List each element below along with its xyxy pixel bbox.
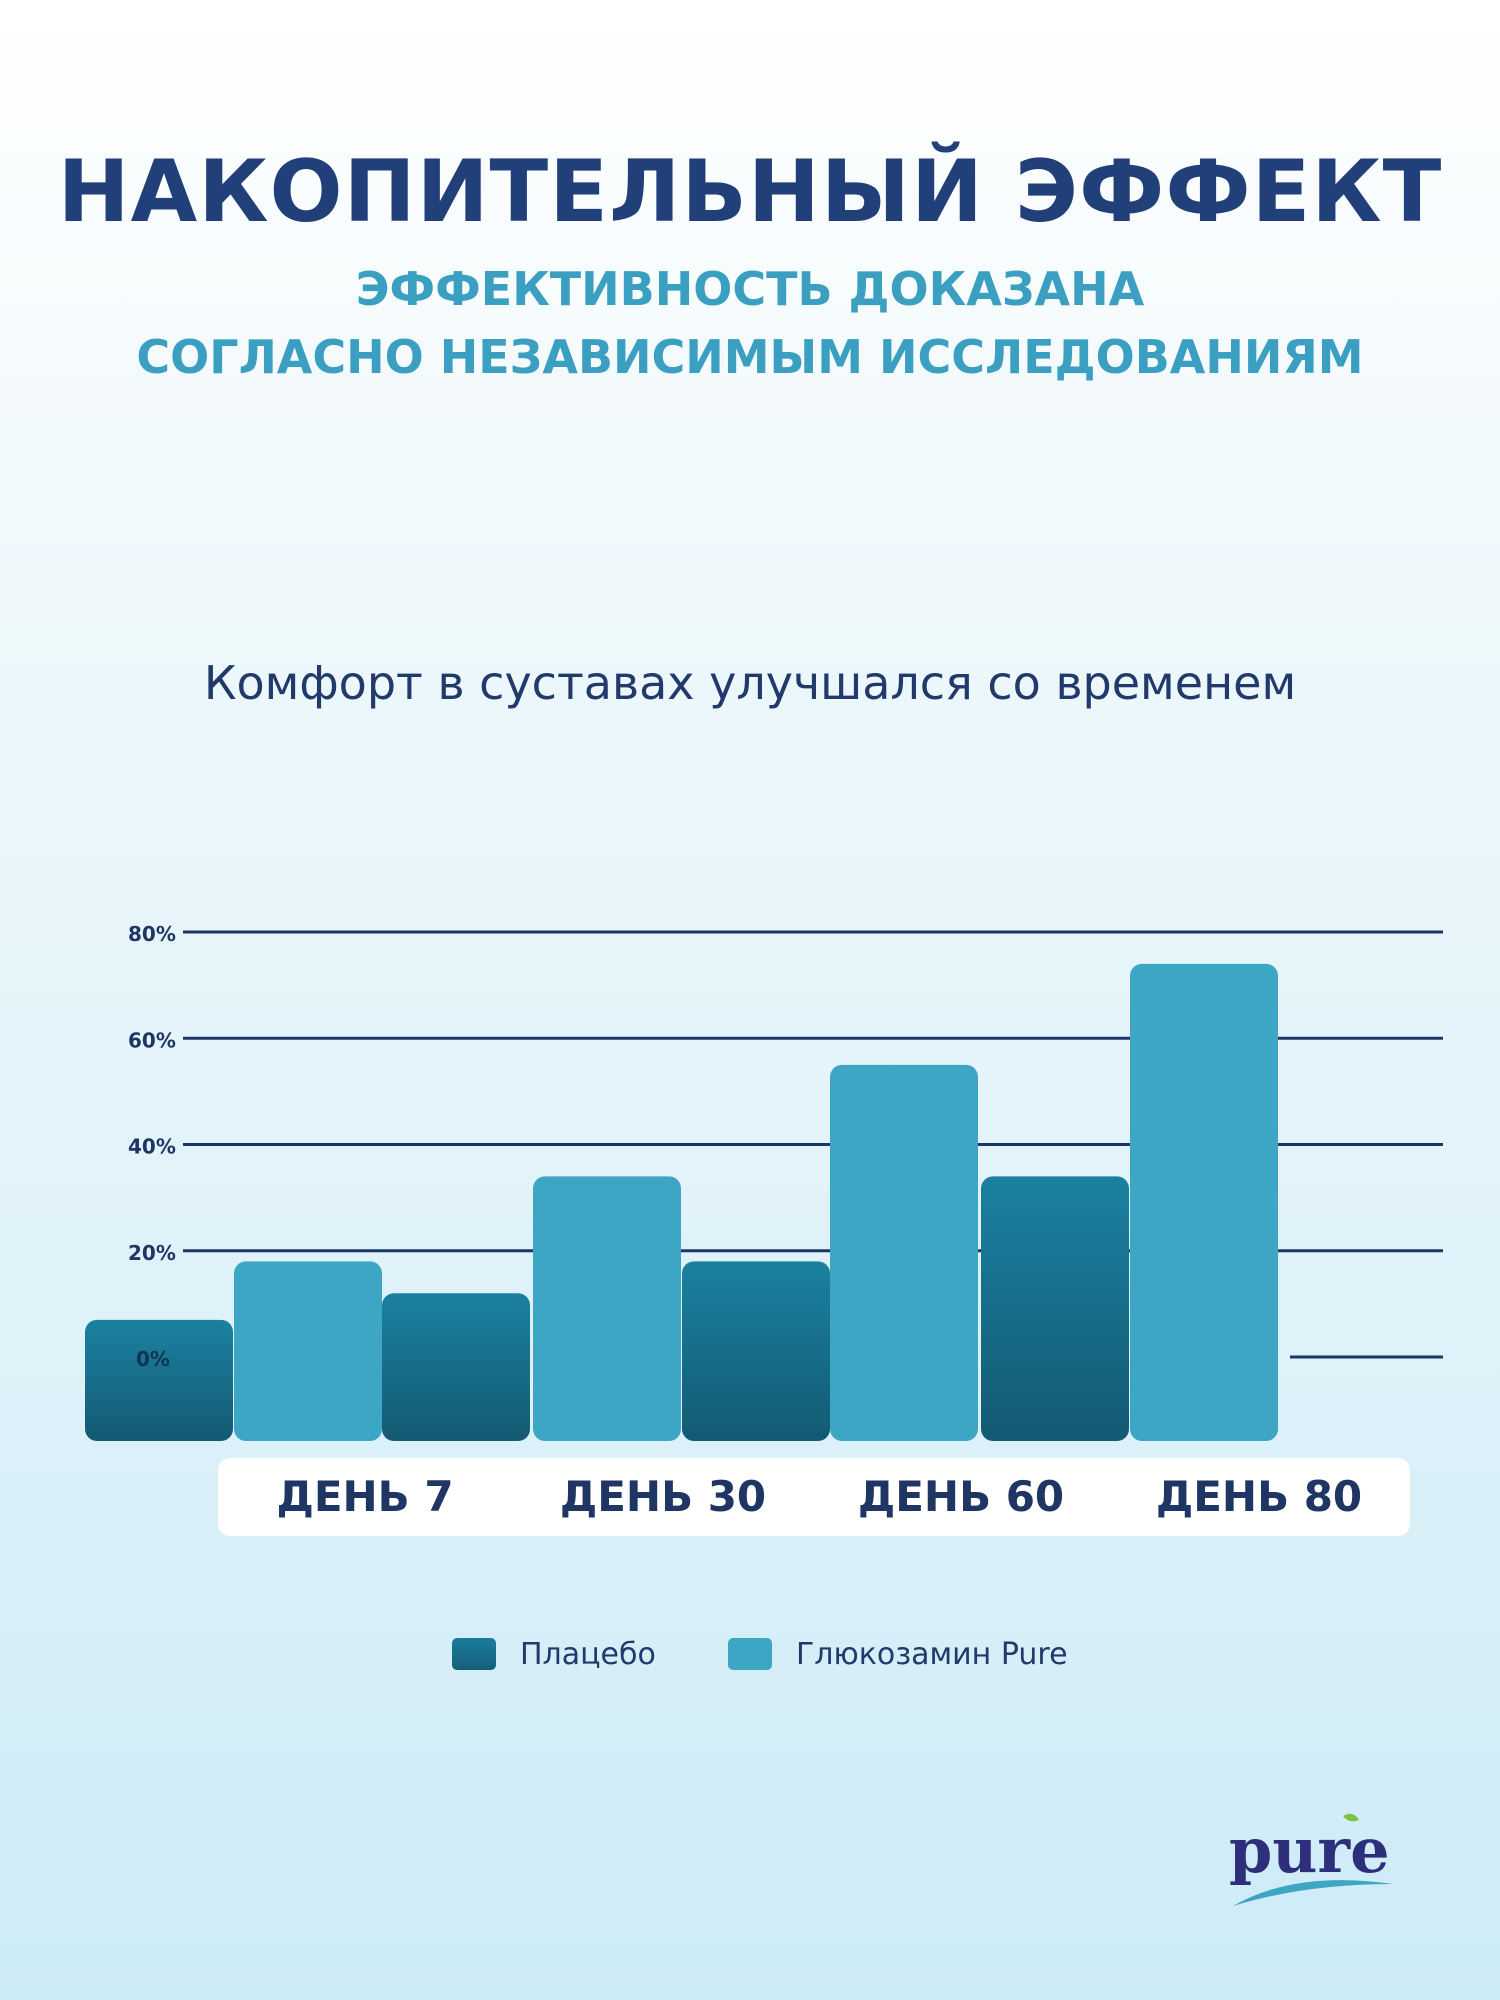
logo-swoosh-icon (1233, 1880, 1393, 1906)
legend-item-placebo: Плацебо (452, 1636, 656, 1672)
legend-item-glucosamine: Глюкозамин Pure (728, 1636, 1068, 1672)
subtitle-line-2: СОГЛАСНО НЕЗАВИСИМЫМ ИССЛЕДОВАНИЯМ (136, 330, 1364, 384)
ytick-label-0: 0% (136, 1347, 170, 1371)
bar-placebo-2 (981, 1176, 1129, 1441)
bar-glucosamine-0 (234, 1261, 382, 1441)
category-label-day-30: ДЕНЬ 30 (559, 1472, 767, 1521)
pure-logo: pure (1229, 1813, 1393, 1906)
ytick-label-40: 40% (128, 1135, 176, 1159)
logo-wordmark: pure (1229, 1814, 1390, 1887)
category-label-day-60: ДЕНЬ 60 (857, 1472, 1065, 1521)
ytick-label-60: 60% (128, 1028, 176, 1052)
category-label-day-7: ДЕНЬ 7 (276, 1472, 454, 1521)
category-label-day-80: ДЕНЬ 80 (1155, 1472, 1363, 1521)
subtitle-line-1: ЭФФЕКТИВНОСТЬ ДОКАЗАНА (355, 262, 1145, 316)
bar-chart: 0% 20% 40% 60% 80% (85, 922, 1443, 1441)
bar-placebo-0 (382, 1293, 530, 1441)
bar-placebo-1 (682, 1261, 830, 1441)
page-title: НАКОПИТЕЛЬНЫЙ ЭФФЕКТ (57, 142, 1443, 242)
legend-swatch-glucosamine (728, 1638, 772, 1670)
legend-swatch-placebo (452, 1638, 496, 1670)
bar-glucosamine-3 (1130, 963, 1278, 1441)
bar-glucosamine-1 (533, 1176, 681, 1441)
ytick-label-80: 80% (128, 922, 176, 946)
category-axis-panel (218, 1458, 1410, 1536)
legend-label-glucosamine: Глюкозамин Pure (796, 1636, 1068, 1672)
chart-title: Комфорт в суставах улучшался со временем (203, 656, 1297, 710)
bar-glucosamine-2 (830, 1064, 978, 1441)
legend-label-placebo: Плацебо (520, 1636, 656, 1672)
ytick-label-20: 20% (128, 1241, 176, 1265)
logo-leaf-icon (1343, 1813, 1359, 1822)
bar-placebo-lead (85, 1319, 233, 1441)
